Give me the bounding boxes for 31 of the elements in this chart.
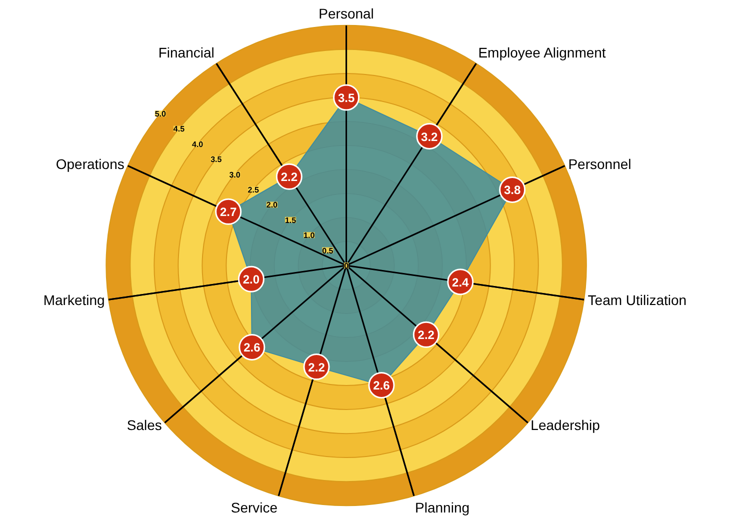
data-label: 3.8 — [504, 183, 521, 198]
spoke-label: Planning — [415, 499, 470, 516]
y-tick-label: 3.0 — [229, 170, 241, 180]
data-label: 2.2 — [308, 360, 326, 374]
data-label: 2.2 — [280, 170, 298, 184]
spoke-label: Service — [230, 499, 278, 516]
y-tick-label: 0.5 — [322, 246, 334, 256]
spoke-label: Personal — [318, 6, 374, 22]
y-tick-label: 2.5 — [248, 186, 260, 195]
spoke-label: Sales — [126, 417, 162, 434]
data-label: 2.7 — [220, 205, 238, 220]
spoke-label: Personnel — [568, 156, 632, 172]
data-label: 2.0 — [242, 272, 260, 287]
data-label: 2.4 — [452, 275, 470, 290]
y-tick-label: 5.0 — [154, 110, 167, 119]
data-label: 3.5 — [338, 90, 355, 105]
data-label: 2.6 — [373, 378, 390, 393]
y-tick-label: 4.5 — [173, 124, 186, 134]
spoke-label: Team Utilization — [588, 292, 687, 308]
spoke-label: Financial — [158, 44, 214, 60]
spoke-label: Marketing — [43, 292, 105, 308]
data-label: 2.6 — [244, 340, 261, 355]
spoke-label: Leadership — [530, 417, 600, 434]
y-tick-label: 4.0 — [192, 140, 204, 149]
data-label: 2.2 — [418, 328, 435, 342]
y-tick-label: 1.5 — [284, 216, 297, 225]
spoke-label: Employee Alignment — [478, 44, 606, 60]
data-label: 3.2 — [421, 130, 438, 144]
spoke-label: Operations — [56, 156, 124, 172]
y-tick-label: 1.0 — [304, 231, 316, 240]
y-tick-label: 0 — [344, 261, 350, 270]
